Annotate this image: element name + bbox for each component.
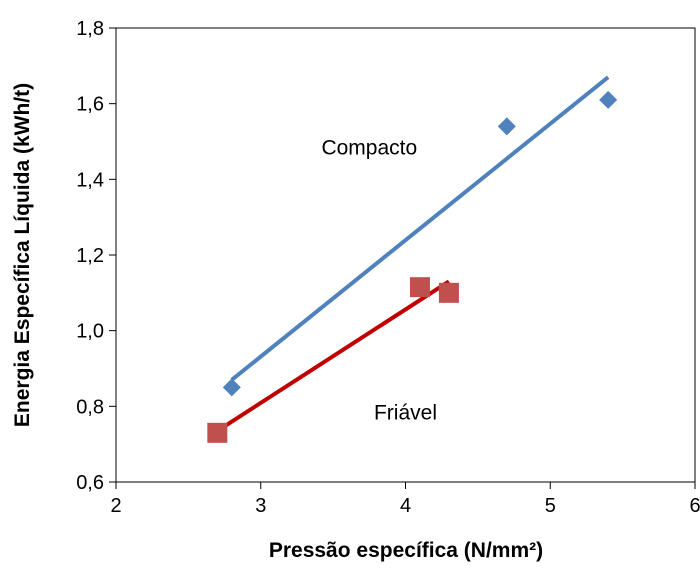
- x-tick-label: 6: [689, 495, 700, 517]
- y-axis: 0,6 0,8 1,0 1,2 1,4 1,6 1,8: [76, 18, 116, 494]
- y-tick-label: 1,8: [76, 18, 104, 40]
- point-series-2: [410, 277, 430, 297]
- point-series-2: [207, 423, 227, 443]
- y-tick-label: 1,4: [76, 169, 104, 191]
- annotation-label: Compacto: [321, 137, 417, 160]
- x-tick-label: 5: [545, 495, 556, 517]
- x-tick-label: 3: [255, 495, 266, 517]
- annotation-label: Friável: [374, 402, 437, 425]
- y-tick-label: 1,6: [76, 94, 104, 116]
- y-tick-label: 1,0: [76, 321, 104, 343]
- y-tick-label: 1,2: [76, 245, 104, 267]
- x-tick-label: 2: [110, 495, 121, 517]
- y-axis-title: Energia Específica Líquida (kWh/t): [11, 83, 34, 427]
- point-series-2: [439, 283, 459, 303]
- x-tick-label: 4: [400, 495, 411, 517]
- y-tick-label: 0,6: [76, 472, 104, 494]
- y-tick-label: 0,8: [76, 396, 104, 418]
- x-axis: 2 3 4 5 6: [110, 482, 700, 517]
- x-axis-title: Pressão específica (N/mm²): [269, 539, 543, 562]
